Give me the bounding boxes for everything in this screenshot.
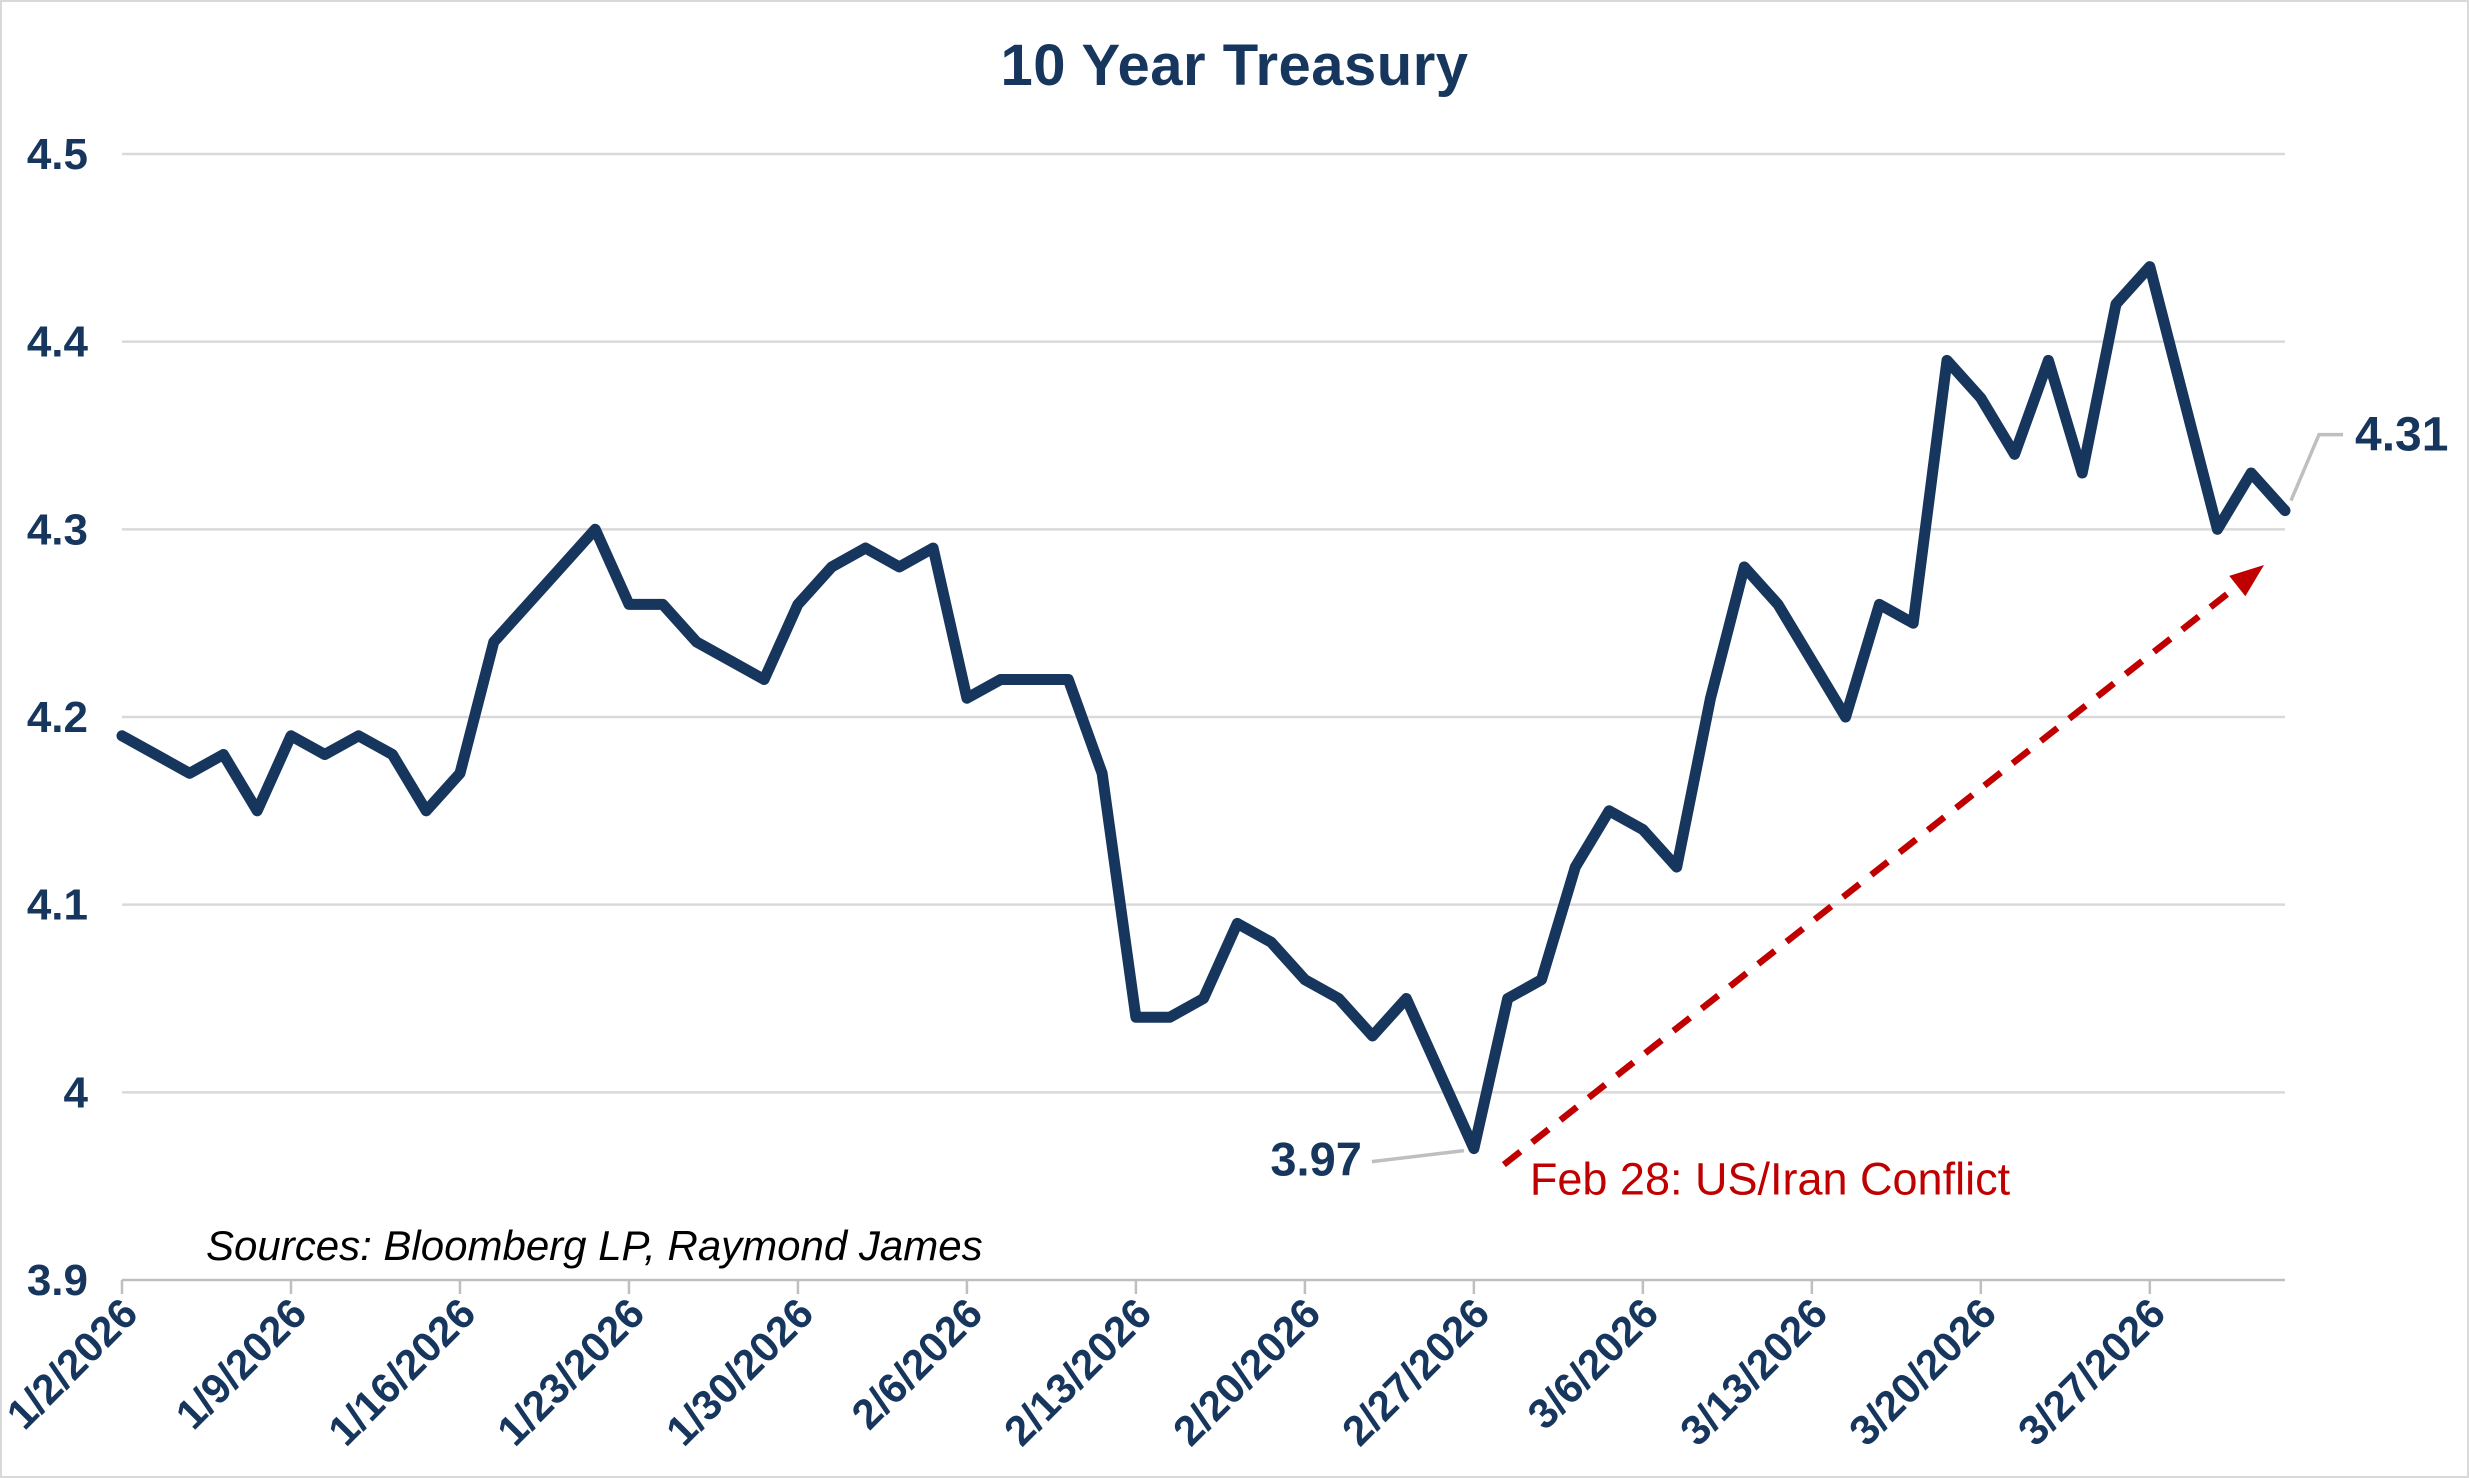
end-label-leader-line (2289, 432, 2343, 502)
x-tick-label: 3/20/2026 (1840, 1289, 2005, 1454)
x-axis-labels: 1/2/2026 1/9/2026 1/16/2026 1/23/2026 1/30/2… (2, 1289, 2174, 1454)
y-tick-label: 4.2 (27, 693, 88, 742)
y-tick-label: 4.4 (27, 318, 89, 367)
x-axis-ticks (120, 1280, 2152, 1294)
gridlines (122, 152, 2285, 1282)
event-arrow-head (2229, 565, 2264, 597)
chart-title: 10 Year Treasury (1000, 33, 1469, 98)
x-tick-label: 1/2/2026 (2, 1289, 146, 1438)
y-tick-label: 4.3 (27, 505, 88, 554)
x-tick-label: 3/13/2026 (1671, 1289, 1836, 1454)
x-tick-label: 2/13/2026 (995, 1289, 1160, 1454)
min-value-label: 3.97 (1270, 1133, 1361, 1186)
y-tick-label: 4 (64, 1068, 89, 1117)
y-tick-label: 4.1 (27, 881, 88, 930)
x-tick-label: 2/6/2026 (842, 1289, 991, 1438)
x-tick-label: 3/27/2026 (2009, 1289, 2174, 1454)
event-annotation-label: Feb 28: US/Iran Conflict (1530, 1154, 2011, 1205)
x-tick-label: 1/9/2026 (167, 1289, 316, 1438)
min-label-leader-line (1371, 1148, 1465, 1164)
x-tick-label: 2/20/2026 (1164, 1289, 1329, 1454)
source-note: Sources: Bloomberg LP, Raymond James (206, 1222, 983, 1269)
x-tick-label: 2/27/2026 (1333, 1289, 1498, 1454)
x-tick-label: 3/6/2026 (1518, 1289, 1667, 1438)
y-tick-label: 3.9 (27, 1256, 88, 1305)
end-value-label: 4.31 (2355, 409, 2448, 462)
x-tick-label: 1/30/2026 (657, 1289, 822, 1454)
y-axis-labels: 4.5 4.4 4.3 4.2 4.1 4 3.9 (27, 130, 89, 1305)
y-tick-label: 4.5 (27, 130, 88, 179)
event-arrow-dashed-line (1501, 582, 2241, 1168)
x-tick-label: 1/16/2026 (319, 1289, 484, 1454)
yield-line (116, 261, 2291, 1155)
x-tick-label: 1/23/2026 (488, 1289, 653, 1454)
